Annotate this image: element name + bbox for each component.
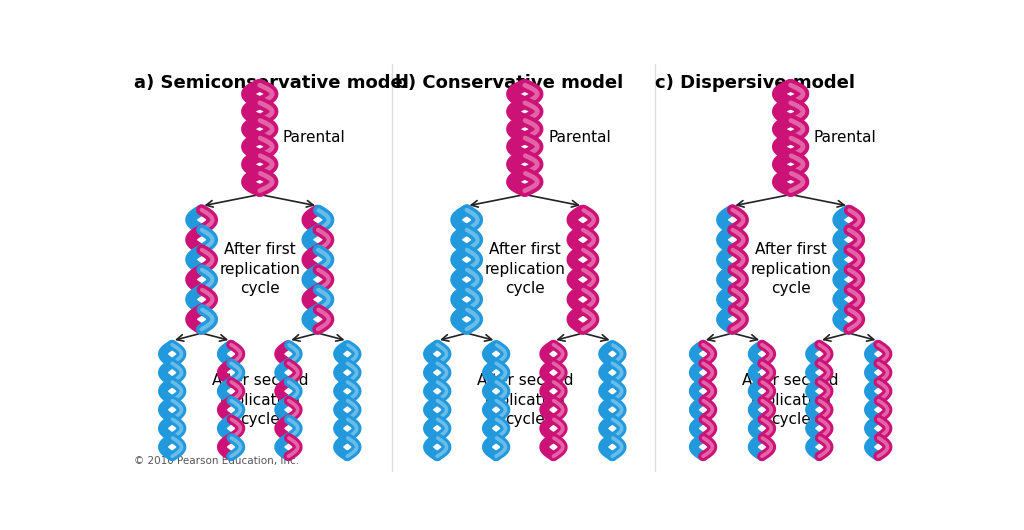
Text: Parental: Parental [814,130,877,145]
Text: b) Conservative model: b) Conservative model [395,74,624,92]
Text: After second
replication
cycle: After second replication cycle [742,373,839,427]
Text: After first
replication
cycle: After first replication cycle [751,242,831,296]
Text: a) Semiconservative model: a) Semiconservative model [134,74,409,92]
Text: © 2010 Pearson Education, Inc.: © 2010 Pearson Education, Inc. [134,456,299,465]
Text: After second
replication
cycle: After second replication cycle [476,373,573,427]
Text: After second
replication
cycle: After second replication cycle [212,373,308,427]
Text: After first
replication
cycle: After first replication cycle [219,242,300,296]
Text: After first
replication
cycle: After first replication cycle [484,242,565,296]
Text: Parental: Parental [548,130,610,145]
Text: c) Dispersive model: c) Dispersive model [655,74,855,92]
Text: Parental: Parental [283,130,346,145]
